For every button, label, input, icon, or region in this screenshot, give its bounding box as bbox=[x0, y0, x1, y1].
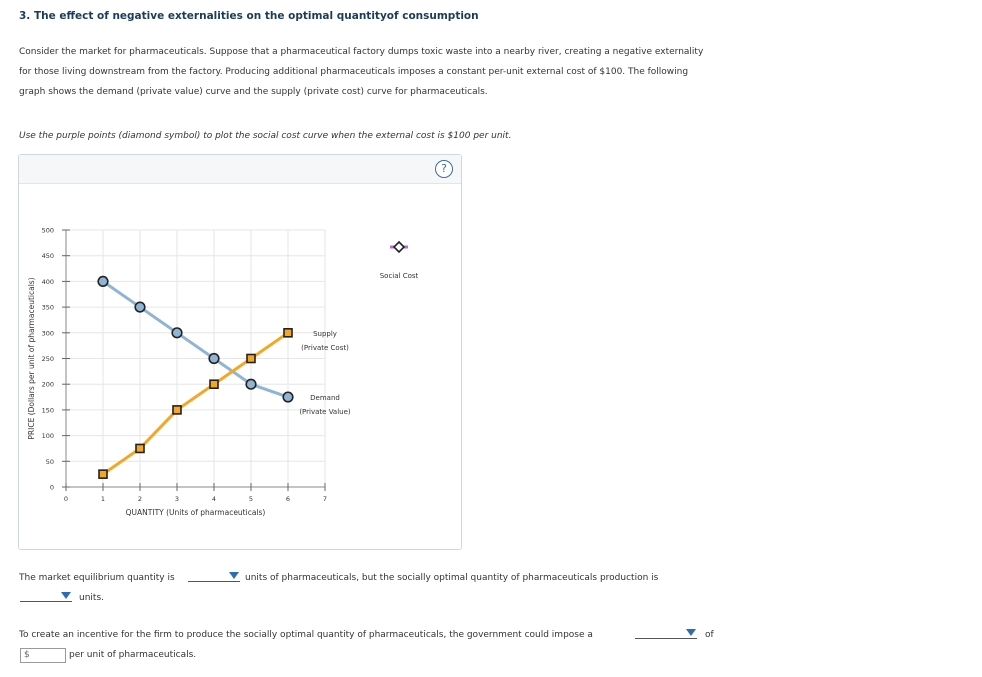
social-cost-diamond-tool[interactable] bbox=[392, 240, 406, 254]
x-axis-label: QUANTITY (Units of pharmaceuticals) bbox=[126, 508, 266, 517]
intro-line: for those living downstream from the fac… bbox=[19, 67, 689, 77]
supply-point[interactable] bbox=[98, 469, 108, 479]
y-tick-label: 450 bbox=[42, 252, 54, 260]
y-tick-label: 0 bbox=[50, 484, 54, 492]
y-tick-label: 150 bbox=[42, 406, 54, 414]
policy-amount-input[interactable]: $ bbox=[20, 648, 66, 663]
supply-label: Supply bbox=[313, 330, 337, 338]
intro-paragraph: Consider the market for pharmaceuticals.… bbox=[19, 42, 779, 102]
supply-point[interactable] bbox=[283, 328, 293, 338]
supply-sublabel: (Private Cost) bbox=[301, 344, 349, 352]
supply-point[interactable] bbox=[135, 443, 145, 454]
x-tick-label: 1 bbox=[101, 495, 105, 503]
supply-line bbox=[102, 331, 289, 476]
equilibrium-quantity-dropdown[interactable] bbox=[188, 571, 240, 582]
supply-point[interactable] bbox=[172, 405, 182, 415]
y-tick-label: 350 bbox=[42, 304, 54, 312]
currency-prefix: $ bbox=[24, 650, 30, 660]
demand-point[interactable] bbox=[171, 327, 183, 339]
chart[interactable]: 0 50 100 150 200 250 300 350 400 450 500 0 1 2 3 4 5 6 7 QU… bbox=[19, 155, 461, 549]
intro-line: Consider the market for pharmaceuticals.… bbox=[19, 47, 704, 57]
demand-point[interactable] bbox=[245, 378, 257, 390]
demand-point[interactable] bbox=[208, 352, 220, 365]
policy-type-dropdown[interactable] bbox=[635, 628, 697, 639]
y-tick-label: 250 bbox=[42, 355, 54, 363]
y-axis-label: PRICE (Dollars per unit of pharmaceutica… bbox=[27, 277, 36, 439]
x-tick-label: 6 bbox=[286, 495, 290, 503]
q1-end: units. bbox=[79, 593, 104, 603]
social-cost-label: Social Cost bbox=[380, 272, 419, 280]
y-tick-label: 50 bbox=[46, 458, 54, 466]
q1-suffix: units of pharmaceuticals, but the social… bbox=[245, 573, 659, 583]
demand-line bbox=[102, 280, 289, 399]
graph-panel: ? 0 50 100 150 200 250 300 350 400 450 500 0 1 2 3 4 5 6 7… bbox=[18, 154, 462, 550]
x-tick-label: 5 bbox=[249, 495, 253, 503]
q1-prefix: The market equilibrium quantity is bbox=[19, 573, 175, 583]
y-tick-label: 400 bbox=[42, 278, 54, 286]
optimal-quantity-dropdown[interactable] bbox=[20, 591, 72, 602]
q2-end: per unit of pharmaceuticals. bbox=[69, 650, 197, 660]
graph-toolbar: ? bbox=[19, 155, 461, 184]
demand-point[interactable] bbox=[97, 275, 109, 287]
help-icon[interactable]: ? bbox=[435, 160, 453, 178]
q2-of: of bbox=[705, 630, 714, 640]
supply-point[interactable] bbox=[246, 353, 256, 364]
x-tick-label: 2 bbox=[138, 495, 142, 503]
x-tick-label: 4 bbox=[212, 495, 216, 503]
y-tick-label: 300 bbox=[42, 329, 54, 337]
y-tick-label: 100 bbox=[42, 432, 54, 440]
x-tick-label: 0 bbox=[64, 495, 68, 503]
demand-point[interactable] bbox=[134, 301, 146, 313]
q2-prefix: To create an incentive for the firm to p… bbox=[19, 630, 593, 640]
x-tick-label: 3 bbox=[175, 495, 179, 503]
y-tick-label: 500 bbox=[42, 227, 54, 235]
instruction-text: Use the purple points (diamond symbol) t… bbox=[19, 131, 512, 141]
page-title: 3. The effect of negative externalities … bbox=[19, 10, 479, 22]
supply-point[interactable] bbox=[209, 379, 219, 389]
demand-label: Demand bbox=[310, 394, 340, 402]
intro-line: graph shows the demand (private value) c… bbox=[19, 87, 488, 97]
demand-point[interactable] bbox=[282, 391, 294, 403]
y-tick-label: 200 bbox=[42, 381, 54, 389]
x-tick-label: 7 bbox=[323, 495, 327, 503]
demand-sublabel: (Private Value) bbox=[299, 408, 351, 416]
